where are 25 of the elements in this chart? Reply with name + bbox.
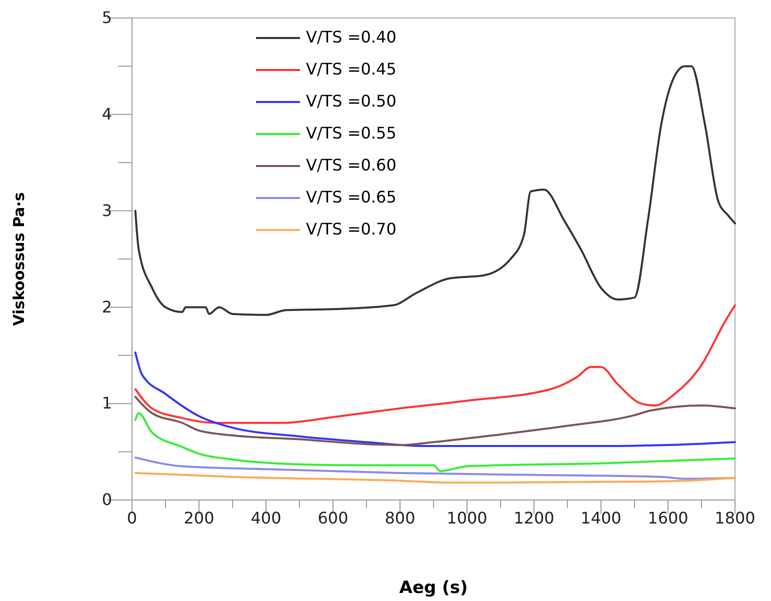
legend-label: V/TS =0.65 — [306, 187, 396, 206]
y-tick-label: 1 — [102, 394, 112, 413]
x-tick-label: 400 — [250, 508, 282, 528]
legend-label: V/TS =0.60 — [306, 155, 396, 174]
legend-label: V/TS =0.40 — [306, 27, 396, 46]
legend-label: V/TS =0.70 — [306, 219, 396, 238]
y-tick-label: 5 — [102, 8, 112, 28]
x-tick-label: 600 — [318, 508, 348, 528]
x-tick-label: 1400 — [580, 508, 622, 528]
x-axis-title: Aeg (s) — [399, 578, 468, 598]
x-tick-label: 200 — [184, 508, 214, 528]
y-tick-label: 2 — [102, 297, 112, 316]
legend-label: V/TS =0.50 — [306, 91, 396, 110]
legend-label: V/TS =0.45 — [306, 59, 396, 78]
x-tick-label: 0 — [126, 508, 138, 528]
y-tick-label: 3 — [102, 200, 112, 220]
y-tick-label: 0 — [102, 490, 112, 510]
x-tick-label: 1200 — [514, 508, 554, 528]
x-tick-label: 1800 — [714, 508, 756, 528]
y-tick-label: 4 — [102, 104, 112, 124]
legend-label: V/TS =0.55 — [306, 123, 396, 142]
x-tick-label: 1600 — [648, 508, 688, 528]
y-axis-title: Viskoossus Pa·s — [10, 192, 28, 326]
x-tick-label: 800 — [384, 508, 416, 528]
x-tick-label: 1000 — [446, 508, 488, 528]
